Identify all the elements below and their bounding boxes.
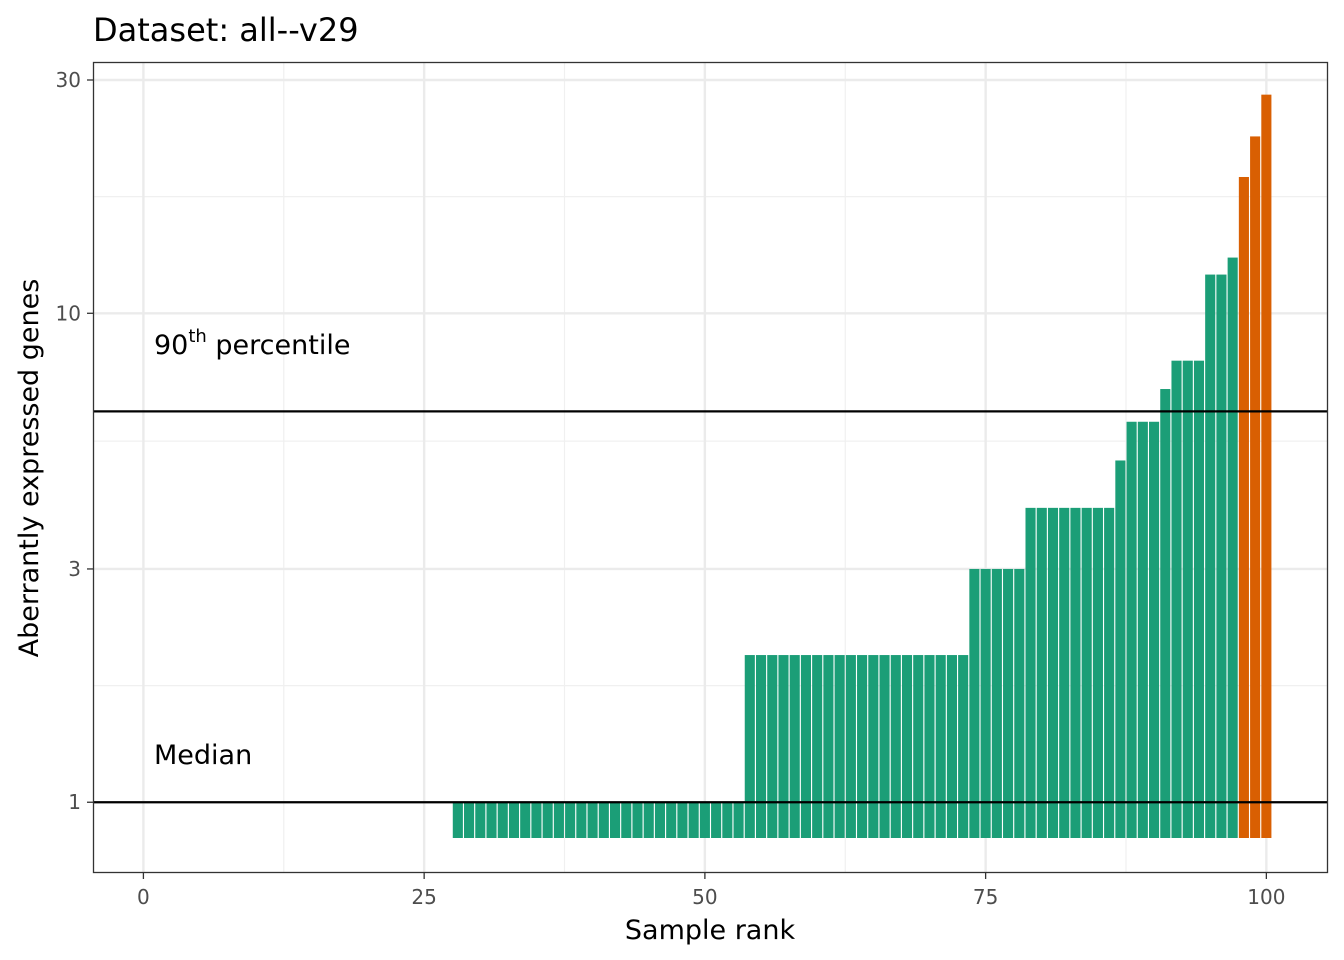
grid-minor <box>94 63 1327 872</box>
bar-rank-84 <box>1081 507 1092 838</box>
bar-rank-68 <box>901 655 913 838</box>
bar-rank-89 <box>1137 421 1148 838</box>
bar-rank-99 <box>1250 136 1261 839</box>
bar-rank-92 <box>1171 360 1182 838</box>
bar-rank-78 <box>1014 568 1025 838</box>
bar-rank-54 <box>744 655 755 838</box>
x-tick-label: 50 <box>692 885 717 909</box>
x-axis: 0 25 50 75 100 <box>137 872 1285 909</box>
bar-rank-31 <box>486 802 497 838</box>
bar-rank-57 <box>778 655 789 838</box>
bar-rank-39 <box>576 802 587 838</box>
bar-rank-97 <box>1227 257 1238 838</box>
bar-rank-64 <box>857 655 868 838</box>
bar-rank-34 <box>520 802 531 838</box>
bar-rank-100 <box>1261 94 1272 839</box>
x-tick-label: 100 <box>1247 885 1285 909</box>
bar-rank-51 <box>711 802 722 838</box>
bar-rank-73 <box>958 655 969 838</box>
bar-rank-33 <box>508 802 520 838</box>
bar-rank-60 <box>812 655 823 838</box>
median-label: Median <box>154 740 252 771</box>
bar-rank-29 <box>464 802 475 838</box>
bar-rank-82 <box>1059 507 1070 838</box>
bar-rank-98 <box>1238 176 1249 838</box>
bar-rank-56 <box>767 655 778 838</box>
p90-label: 90th percentile <box>154 326 350 361</box>
bar-rank-53 <box>733 802 744 838</box>
y-tick-label: 3 <box>68 557 81 581</box>
bar-rank-28 <box>452 802 463 838</box>
bar-rank-72 <box>946 655 957 838</box>
bar-rank-32 <box>497 802 508 838</box>
bar-rank-69 <box>913 655 924 838</box>
bar-rank-74 <box>969 568 980 838</box>
bar-rank-30 <box>475 802 486 838</box>
bar-rank-50 <box>699 802 710 838</box>
x-tick-label: 75 <box>973 885 998 909</box>
reference-lines <box>94 410 1327 804</box>
bar-rank-61 <box>823 655 834 838</box>
bar-rank-77 <box>1003 568 1014 838</box>
bar-rank-55 <box>755 655 767 838</box>
bar-rank-35 <box>531 802 542 838</box>
chart-title: Dataset: all--v29 <box>93 11 359 49</box>
bar-rank-62 <box>834 655 845 838</box>
bar-rank-90 <box>1149 421 1160 838</box>
bar-rank-80 <box>1036 507 1047 838</box>
bars <box>452 94 1272 839</box>
bar-rank-94 <box>1193 360 1205 838</box>
bar-rank-49 <box>688 802 699 838</box>
bar-rank-63 <box>845 655 856 838</box>
bar-rank-38 <box>565 802 576 838</box>
bar-rank-42 <box>609 802 621 838</box>
bar-rank-85 <box>1092 507 1103 838</box>
bar-rank-66 <box>879 655 890 838</box>
bar-rank-58 <box>789 655 800 838</box>
bar-rank-79 <box>1025 507 1036 838</box>
bar-rank-83 <box>1070 507 1081 838</box>
bar-rank-70 <box>924 655 935 838</box>
bar-rank-65 <box>868 655 879 838</box>
y-axis-title: Aberrantly expressed genes <box>14 279 45 658</box>
plot-panel-border <box>92 61 1329 874</box>
bar-rank-93 <box>1182 360 1193 838</box>
bar-rank-48 <box>677 802 688 838</box>
bar-rank-43 <box>621 802 632 838</box>
y-tick-label: 1 <box>68 790 81 814</box>
bar-rank-96 <box>1216 274 1227 838</box>
bar-rank-36 <box>542 802 553 838</box>
bar-rank-46 <box>654 802 666 838</box>
bar-rank-37 <box>553 802 564 838</box>
bar-rank-76 <box>991 568 1002 838</box>
bar-rank-86 <box>1104 507 1115 838</box>
bar-rank-91 <box>1160 389 1171 838</box>
bar-rank-81 <box>1047 507 1059 838</box>
bar-rank-44 <box>632 802 643 838</box>
bar-rank-41 <box>598 802 609 838</box>
y-tick-label: 10 <box>56 301 81 325</box>
bar-rank-59 <box>800 655 812 838</box>
x-tick-label: 25 <box>411 885 436 909</box>
bar-rank-45 <box>643 802 654 838</box>
y-axis: 1 3 10 30 <box>56 68 94 814</box>
bar-rank-71 <box>935 655 946 838</box>
bar-rank-95 <box>1205 274 1216 838</box>
bar-rank-88 <box>1126 421 1137 838</box>
bar-rank-52 <box>722 802 733 838</box>
bar-rank-47 <box>666 802 677 838</box>
bar-rank-87 <box>1115 460 1126 838</box>
x-axis-title: Sample rank <box>625 915 796 946</box>
bar-rank-40 <box>587 802 598 838</box>
y-tick-label: 30 <box>56 68 81 92</box>
x-tick-label: 0 <box>137 885 150 909</box>
bar-rank-75 <box>980 568 991 838</box>
bar-rank-67 <box>890 655 901 838</box>
